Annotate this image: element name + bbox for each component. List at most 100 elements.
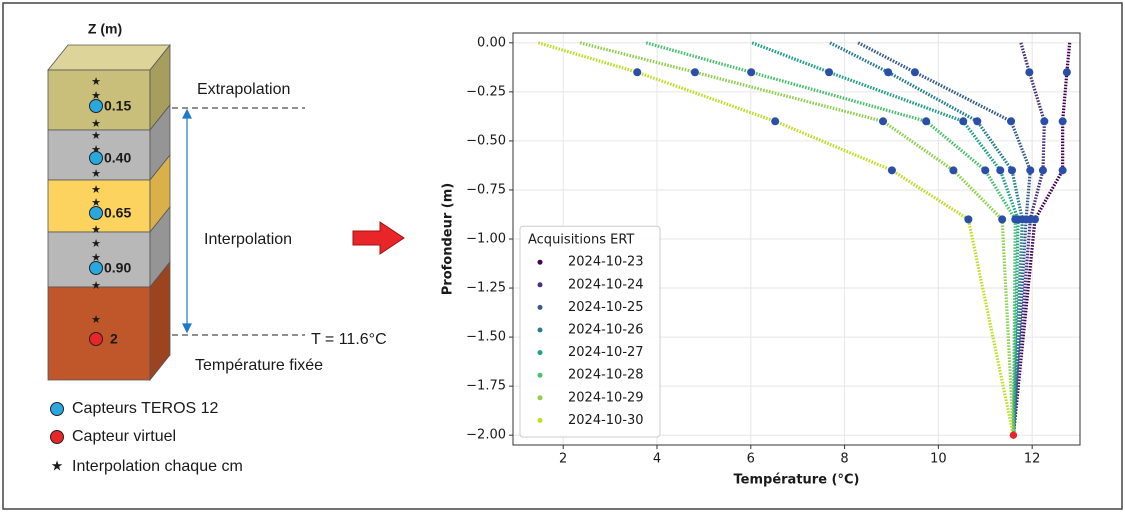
interpolation-stars: ★★★★★★★★★★★★★ [91,76,101,326]
profile-line [537,41,1015,436]
sensor-dot [949,166,958,175]
sensor-dot [1026,166,1035,175]
sensor-dot [910,68,919,77]
sensor-dot [1007,166,1016,175]
range-arrow [182,108,192,334]
sensor-dot [1058,166,1067,175]
y-tick-label: −1.25 [466,281,506,296]
y-tick-label: −1.75 [466,379,506,394]
legend-marker [537,395,543,401]
y-tick-label: −1.50 [466,330,506,345]
annotation: Extrapolation [197,81,290,98]
legend-label: 2024-10-23 [568,255,644,270]
x-tick-label: 8 [840,452,848,467]
svg-text:★: ★ [51,458,64,474]
sensor-dot [884,68,893,77]
sensor-dot [922,117,931,126]
chart: 2 4 6 8 10 12 0.00 −0.25 −0.50 −0.75 −1.00 −1.25 −1.… [441,32,1081,488]
profile-line [829,41,1024,436]
x-tick-label: 2 [559,452,567,467]
star: ★ [91,76,101,88]
diagram-legend: ★ Capteurs TEROS 12 Capteur virtuel Inte… [50,400,243,475]
legend-label: 2024-10-24 [568,277,644,292]
x-tick-label: 4 [653,452,661,467]
profile-line [1011,42,1072,436]
sensor-dot [633,68,642,77]
arrow [352,221,405,255]
legend-title: Acquisitions ERT [528,233,634,248]
y-axis-label: Profondeur (m) [441,183,456,295]
star: ★ [91,197,101,209]
profile-line [751,41,1020,436]
y-tick-label: −1.00 [466,232,506,247]
plot-frame [512,32,1081,446]
legend-marker [537,372,543,378]
axis-title: Z (m) [88,21,122,37]
legend-label: 2024-10-28 [568,368,644,383]
legend-marker [537,304,543,310]
sensor-dot [1058,117,1067,126]
star: ★ [91,224,101,236]
star: ★ [91,168,101,180]
sensor-dot [690,68,699,77]
legend-label: 2024-10-29 [568,390,644,405]
sensor-dot [973,117,982,126]
sensor-dot [1038,166,1047,175]
sensors [89,99,103,346]
sensor-dot [887,166,896,175]
legend-box [519,225,661,438]
profile-line [645,41,1017,436]
sensor-dot [771,117,780,126]
depth-label: 0.15 [104,98,131,114]
profile-line [1011,42,1046,436]
sensor-dot [1040,117,1049,126]
star: ★ [91,184,101,196]
virtual-sensor-dot [1009,431,1017,439]
legend-label: Capteurs TEROS 12 [72,400,219,417]
legend-marker [537,259,543,265]
legend-label: 2024-10-25 [568,300,644,315]
sensor-dot [825,68,834,77]
sensor-dot [1011,215,1020,224]
legend-marker [537,327,543,333]
star: ★ [91,238,101,250]
annotation: Température fixée [195,357,323,374]
legend-marker [537,350,543,356]
star: ★ [91,90,101,102]
legend-marker [537,282,543,288]
legend-label: 2024-10-27 [568,345,644,360]
x-tick-label: 6 [747,452,755,467]
annotation: T = 11.6°C [311,331,387,348]
legend-label: Capteur virtuel [72,428,176,445]
y-tick-label: −0.25 [466,84,506,99]
depth-label: 2 [110,331,118,347]
legend-label: Interpolation chaque cm [72,458,243,475]
annotation: Interpolation [204,231,292,248]
y-tick-label: −2.00 [466,428,506,443]
star: ★ [91,130,101,142]
star: ★ [91,118,101,130]
star: ★ [91,252,101,264]
x-tick-label: 12 [1024,452,1041,467]
legend-label: 2024-10-30 [568,413,644,428]
sensor-dot [1062,68,1071,77]
legend-marker [537,417,543,423]
depth-label: 0.90 [104,260,131,276]
star: ★ [91,314,101,326]
sensor-dot [959,117,968,126]
legend-label: 2024-10-26 [568,323,644,338]
x-tick-label: 10 [930,452,947,467]
sensor-dot [1007,117,1016,126]
y-tick-label: −0.75 [466,182,506,197]
x-axis-label: Température (°C) [734,473,860,488]
y-tick-label: 0.00 [477,35,506,50]
sensor-dot [996,166,1005,175]
star: ★ [91,144,101,156]
sensor-dot [879,117,888,126]
profile-line [857,41,1032,436]
sensor-dot [981,166,990,175]
y-tick-label: −0.50 [466,133,506,148]
depth-label: 0.40 [104,150,131,166]
